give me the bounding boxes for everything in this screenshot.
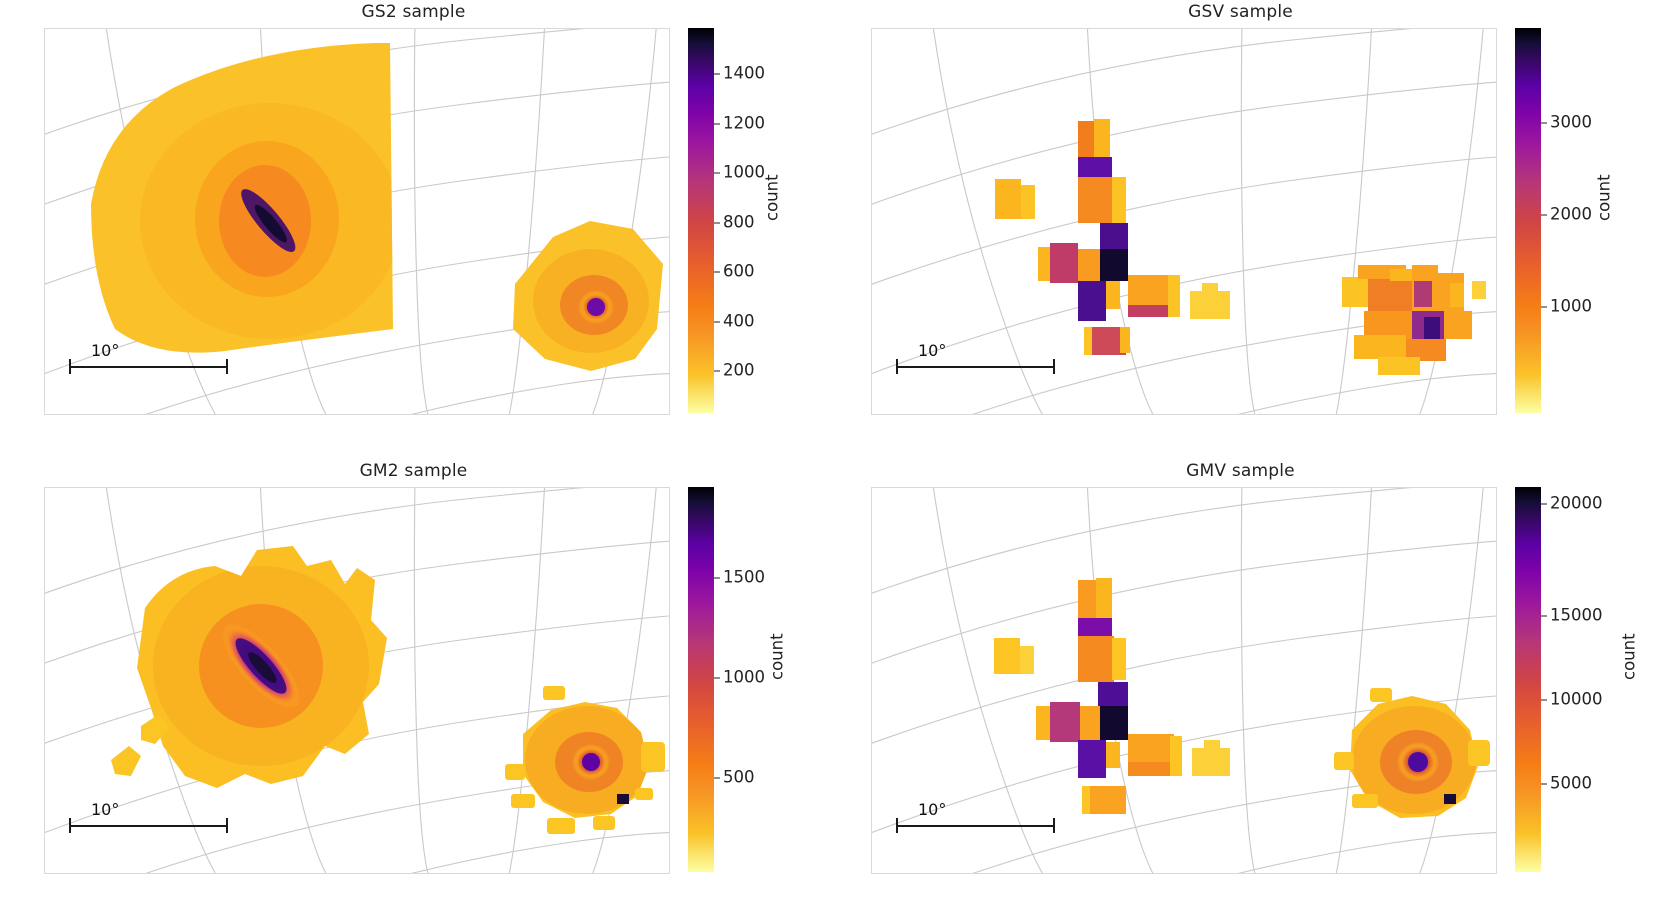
density-map-gmv: [994, 578, 1490, 818]
panel-gmv: GMV sample: [827, 461, 1654, 922]
plot-area-gm2: −55 −60 −70 −75 6h00 3h00 −80 −75 −70 10…: [44, 487, 670, 874]
scalebar-gs2: 10°: [69, 341, 229, 384]
xtick-gmv-2: 6h00: [1128, 873, 1170, 874]
colorbar-gradient-gmv: [1515, 487, 1541, 872]
colorbar-tick-gm2-0: 500: [714, 768, 755, 787]
xtick-gs2-5: −75: [571, 414, 606, 415]
colorbar-gs2: 200 400 600 800 1000 1200 1400 count: [688, 28, 782, 413]
xtick-gsv-2: 6h00: [1128, 414, 1170, 415]
xtick-gmv-4: −80: [1309, 873, 1344, 874]
xtick-gm2-0: −70: [51, 873, 86, 874]
xtick-gm2-1: −75: [141, 873, 176, 874]
xtick-gmv-6: −70: [1475, 873, 1497, 874]
colorbar-tick-gs2-2: 600: [714, 262, 755, 281]
panel-gs2: GS2 sample: [0, 0, 827, 461]
xtick-gs2-0: −70: [51, 414, 86, 415]
colorbar-axis-label-gmv: count: [1619, 632, 1639, 680]
colorbar-tick-gsv-1: 2000: [1541, 205, 1592, 224]
scalebar-label-gmv: 10°: [918, 800, 947, 819]
colorbar-tick-gsv-0: 1000: [1541, 297, 1592, 316]
scalebar-gsv: 10°: [896, 341, 1056, 384]
xtick-gs2-6: −70: [648, 414, 670, 415]
ytick-gm2-0: −55: [44, 525, 45, 544]
xtick-gm2-4: −80: [482, 873, 517, 874]
colorbar-gradient-gsv: [1515, 28, 1541, 413]
colorbar-tick-gmv-1: 10000: [1541, 690, 1603, 709]
colorbar-tick-gmv-3: 20000: [1541, 494, 1603, 513]
panel-title-gm2: GM2 sample: [359, 461, 468, 481]
xtick-gmv-5: −75: [1398, 873, 1433, 874]
plot-area-gs2: −55 −60 −70 −75 6h00 3h00 −80 −75 −70 10…: [44, 28, 670, 415]
plot-area-gmv: −55 −60 −70 −75 6h00 3h00 −80 −75 −70 10…: [871, 487, 1497, 874]
xtick-gsv-0: −70: [878, 414, 913, 415]
colorbar-tick-gmv-2: 15000: [1541, 606, 1603, 625]
xtick-gsv-3: 3h00: [1217, 414, 1259, 415]
colorbar-tick-gs2-1: 400: [714, 312, 755, 331]
ytick-gmv-0: −55: [871, 525, 872, 544]
ytick-gsv-1: −60: [871, 157, 872, 176]
colorbar-gradient-gm2: [688, 487, 714, 872]
panel-gm2: GM2 sample: [0, 461, 827, 922]
sky-grid-gsv: [872, 29, 1496, 414]
colorbar-gsv: 1000 2000 3000 count: [1515, 28, 1614, 413]
xtick-gs2-3: 3h00: [390, 414, 432, 415]
xtick-gs2-2: 6h00: [301, 414, 343, 415]
density-map-gm2: [111, 546, 665, 834]
plot-area-gsv: −55 −60 −70 −75 6h00 3h00 −80 −75 −70 10…: [871, 28, 1497, 415]
smc-tiles-gsv: [1342, 265, 1486, 375]
scalebar-gm2: 10°: [69, 800, 229, 843]
colorbar-tick-gs2-4: 1000: [714, 163, 765, 182]
panel-title-gmv: GMV sample: [1186, 461, 1295, 481]
ytick-gs2-0: −55: [44, 66, 45, 85]
scalebar-gmv: 10°: [896, 800, 1056, 843]
xtick-gm2-5: −75: [571, 873, 606, 874]
scalebar-label-gs2: 10°: [91, 341, 120, 360]
colorbar-tick-gs2-3: 800: [714, 213, 755, 232]
lmc-tiles-gsv: [995, 119, 1230, 355]
colorbar-gmv: 5000 10000 15000 20000 count: [1515, 487, 1639, 872]
gm2-islets: [111, 686, 665, 834]
density-map-gsv: [995, 119, 1486, 375]
gmv-islets: [1334, 688, 1490, 808]
colorbar-tick-gm2-2: 1500: [714, 568, 765, 587]
xtick-gmv-1: −75: [968, 873, 1003, 874]
scalebar-label-gm2: 10°: [91, 800, 120, 819]
scalebar-label-gsv: 10°: [918, 341, 947, 360]
xtick-gs2-4: −80: [482, 414, 517, 415]
ytick-gs2-1: −60: [44, 157, 45, 176]
xtick-gm2-2: 6h00: [301, 873, 343, 874]
ytick-gmv-1: −60: [871, 616, 872, 635]
colorbar-gradient-gs2: [688, 28, 714, 413]
xtick-gsv-6: −70: [1475, 414, 1497, 415]
colorbar-tick-gmv-0: 5000: [1541, 774, 1592, 793]
xtick-gsv-5: −75: [1398, 414, 1433, 415]
colorbar-axis-label-gm2: count: [767, 632, 787, 680]
xtick-gsv-1: −75: [968, 414, 1003, 415]
ytick-gm2-1: −60: [44, 616, 45, 635]
colorbar-axis-label-gsv: count: [1594, 173, 1614, 221]
density-map-gs2: [91, 43, 663, 371]
xtick-gs2-1: −75: [141, 414, 176, 415]
colorbar-tick-gsv-2: 3000: [1541, 113, 1592, 132]
colorbar-tick-gm2-1: 1000: [714, 668, 765, 687]
xtick-gmv-0: −70: [878, 873, 913, 874]
panel-title-gs2: GS2 sample: [361, 2, 466, 22]
xtick-gm2-6: −70: [648, 873, 670, 874]
xtick-gmv-3: 3h00: [1217, 873, 1259, 874]
ytick-gsv-0: −55: [871, 66, 872, 85]
colorbar-tick-gs2-0: 200: [714, 361, 755, 380]
colorbar-gm2: 500 1000 1500 count: [688, 487, 787, 872]
colorbar-tick-gs2-5: 1200: [714, 114, 765, 133]
lmc-tiles-gmv: [994, 578, 1230, 814]
colorbar-axis-label-gs2: count: [762, 173, 782, 221]
panel-gsv: GSV sample: [827, 0, 1654, 461]
xtick-gm2-3: 3h00: [390, 873, 432, 874]
xtick-gsv-4: −80: [1309, 414, 1344, 415]
panel-title-gsv: GSV sample: [1188, 2, 1293, 22]
colorbar-tick-gs2-6: 1400: [714, 64, 765, 83]
